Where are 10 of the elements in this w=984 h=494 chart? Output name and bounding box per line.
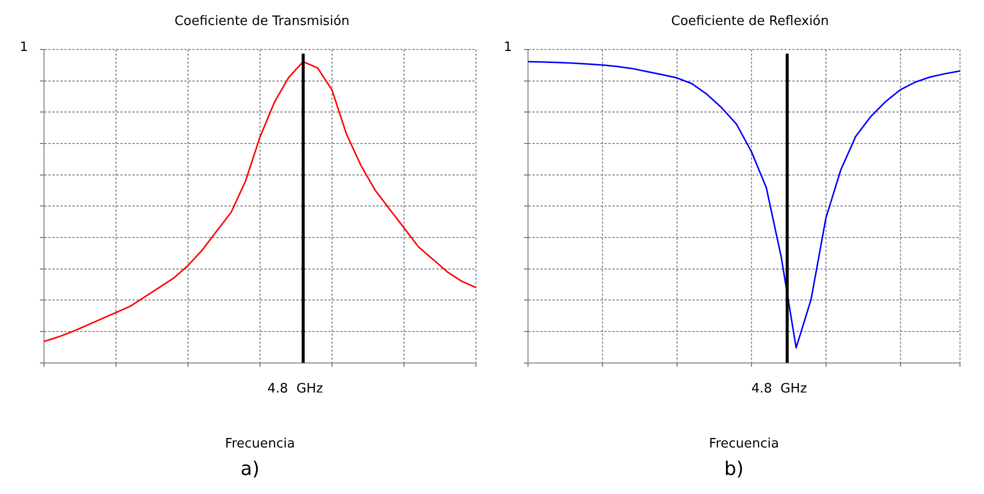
text: 4.8 GHz xyxy=(267,382,324,397)
chart-title: Coeficiente de Transmisión xyxy=(174,14,350,30)
text: a) xyxy=(240,458,260,480)
text: 1 xyxy=(18,40,28,55)
x-axis-title: Frecuencia xyxy=(225,436,295,452)
text: b) xyxy=(724,458,744,480)
text: 4.8 GHz xyxy=(751,382,808,397)
x-axis-title: Frecuencia xyxy=(709,436,779,452)
chart-title: Coeficiente de Reflexión xyxy=(671,14,829,30)
text: 1 xyxy=(502,40,512,55)
